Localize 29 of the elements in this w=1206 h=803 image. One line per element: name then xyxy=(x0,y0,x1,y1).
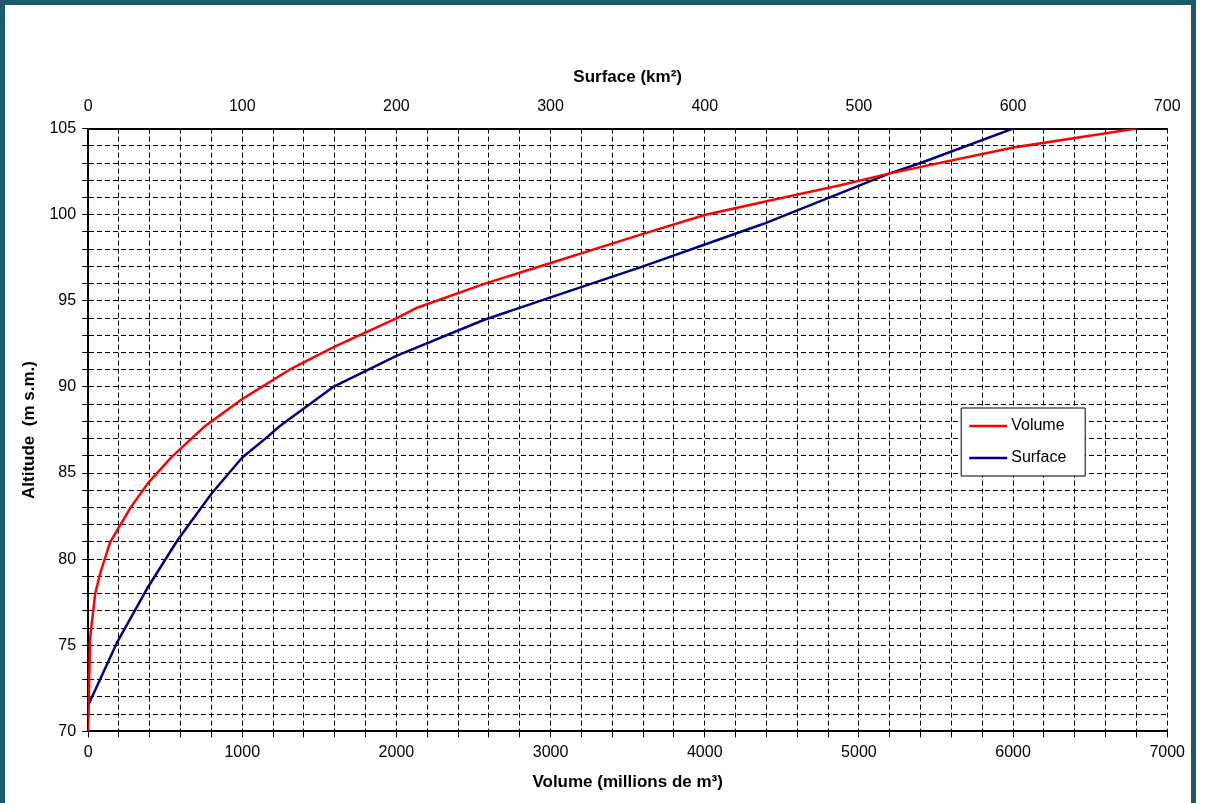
y-tick-label: 75 xyxy=(58,635,77,653)
legend-label: Volume xyxy=(1011,416,1065,434)
x2-tick-label: 700 xyxy=(1153,97,1181,115)
x-tick-label: 0 xyxy=(83,743,93,761)
y-tick-label: 105 xyxy=(49,119,77,137)
x2-tick-label: 200 xyxy=(383,97,410,115)
x-axis-title: Volume (millions de m³) xyxy=(532,772,723,792)
x2-tick-label: 300 xyxy=(537,97,565,115)
x-tick-label: 3000 xyxy=(532,743,569,761)
x2-tick-label: 400 xyxy=(691,97,719,115)
y-tick-label: 100 xyxy=(49,205,77,223)
x-tick-label: 6000 xyxy=(995,743,1031,761)
legend-label: Surface xyxy=(1011,448,1067,466)
y-tick-label: 80 xyxy=(58,549,77,567)
x2-tick-label: 100 xyxy=(228,97,256,115)
x2-axis-title: Surface (km²) xyxy=(573,66,682,86)
x-tick-label: 4000 xyxy=(686,743,723,761)
x-tick-label: 7000 xyxy=(1149,743,1186,761)
x-tick-label: 2000 xyxy=(378,743,415,761)
x-tick-label: 1000 xyxy=(224,743,261,761)
y-tick-label: 70 xyxy=(58,721,77,739)
x2-tick-label: 0 xyxy=(83,97,93,115)
y-tick-label: 90 xyxy=(58,377,77,395)
x2-tick-label: 600 xyxy=(999,97,1027,115)
y-axis-title: Altitude (m s.m.) xyxy=(18,361,38,499)
y-tick-label: 95 xyxy=(58,291,77,309)
x2-tick-label: 500 xyxy=(845,97,873,115)
x-tick-label: 5000 xyxy=(841,743,877,761)
y-tick-label: 85 xyxy=(58,463,77,481)
